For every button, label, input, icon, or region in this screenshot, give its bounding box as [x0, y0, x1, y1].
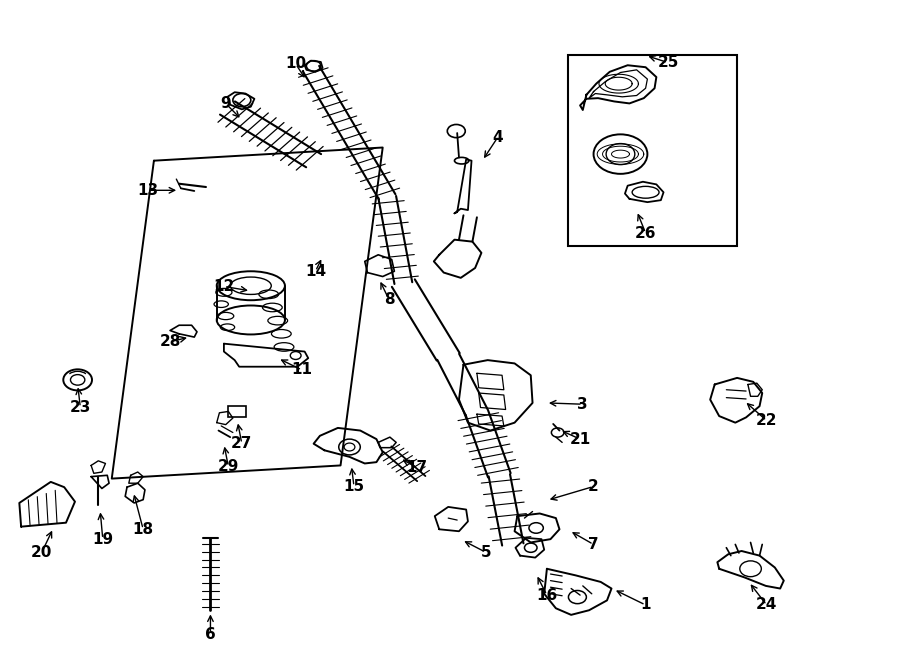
Text: 5: 5	[481, 545, 491, 560]
Text: 21: 21	[570, 432, 590, 447]
Text: 8: 8	[383, 292, 394, 307]
Text: 19: 19	[92, 531, 113, 547]
Text: 16: 16	[536, 588, 557, 603]
Text: 23: 23	[69, 400, 91, 415]
Bar	[229, 406, 247, 417]
Text: 17: 17	[406, 460, 428, 475]
Text: 20: 20	[32, 545, 52, 560]
Text: 13: 13	[137, 183, 158, 198]
Text: 26: 26	[634, 225, 656, 241]
Text: 11: 11	[292, 362, 312, 377]
Text: 2: 2	[589, 479, 598, 494]
Text: 12: 12	[213, 279, 235, 294]
Text: 18: 18	[132, 522, 154, 537]
Text: 27: 27	[231, 436, 253, 451]
Text: 22: 22	[756, 413, 778, 428]
Text: 24: 24	[756, 598, 778, 613]
Text: 25: 25	[657, 55, 679, 70]
Text: 29: 29	[218, 459, 239, 474]
Text: 15: 15	[344, 479, 364, 494]
Text: 4: 4	[492, 130, 503, 145]
Bar	[569, 56, 737, 247]
Text: 9: 9	[220, 96, 231, 111]
Text: 7: 7	[589, 537, 598, 552]
Text: 6: 6	[205, 627, 216, 642]
Text: 14: 14	[305, 264, 326, 279]
Text: 3: 3	[578, 397, 588, 412]
Text: 10: 10	[285, 56, 306, 71]
Text: 1: 1	[640, 598, 651, 613]
Text: 28: 28	[159, 334, 181, 349]
